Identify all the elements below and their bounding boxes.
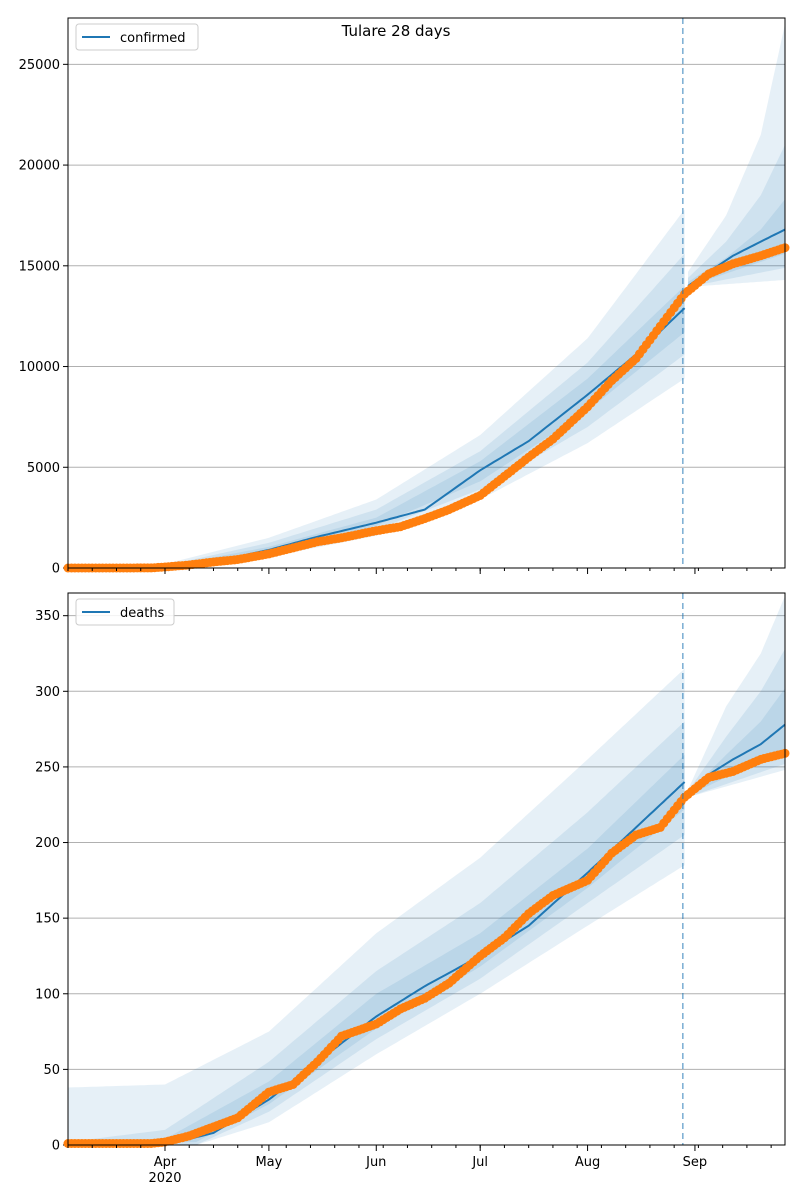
x-tick-label: Sep	[683, 1155, 708, 1170]
legend-box	[75, 598, 175, 626]
y-tick-label: 350	[35, 609, 60, 624]
x-tick-label: May	[255, 1155, 282, 1170]
band-outer-forecast	[688, 24, 785, 287]
x-tick-year-label: 2020	[148, 1171, 181, 1186]
plot-frame	[67, 17, 786, 569]
band-outer	[68, 209, 685, 568]
y-tick-label: 150	[35, 912, 60, 927]
band-inner-forecast	[688, 688, 785, 796]
plot-frame	[67, 592, 786, 1146]
y-tick-label: 15000	[19, 259, 60, 274]
legend-label: confirmed	[120, 31, 186, 46]
band-outer	[68, 668, 685, 1145]
legend: deaths	[75, 598, 175, 626]
y-tick-label: 300	[35, 685, 60, 700]
y-tick-label: 50	[43, 1063, 60, 1078]
band-middle	[68, 253, 685, 568]
legend-label: deaths	[120, 606, 165, 621]
y-tick-label: 250	[35, 760, 60, 775]
y-tick-label: 5000	[27, 461, 60, 476]
legend: confirmed	[75, 23, 199, 51]
figure-title: Tulare 28 days	[341, 22, 451, 40]
band-inner-forecast	[688, 199, 785, 287]
y-tick-label: 0	[52, 562, 60, 577]
x-tick-label: Apr	[154, 1155, 177, 1170]
y-tick-label: 100	[35, 987, 60, 1002]
y-tick-label: 20000	[19, 159, 60, 174]
legend-box	[75, 23, 199, 51]
x-tick-label: Jun	[365, 1155, 386, 1170]
x-tick-label: Aug	[575, 1155, 600, 1170]
y-tick-label: 25000	[19, 58, 60, 73]
x-tick-label: Jul	[471, 1155, 488, 1170]
y-tick-label: 200	[35, 836, 60, 851]
y-tick-label: 0	[52, 1139, 60, 1154]
y-tick-label: 10000	[19, 360, 60, 375]
confirmed-panel: 0 5000 10000 15000 20000 25000 confirmed	[19, 17, 790, 577]
band-outer-forecast	[688, 596, 785, 798]
